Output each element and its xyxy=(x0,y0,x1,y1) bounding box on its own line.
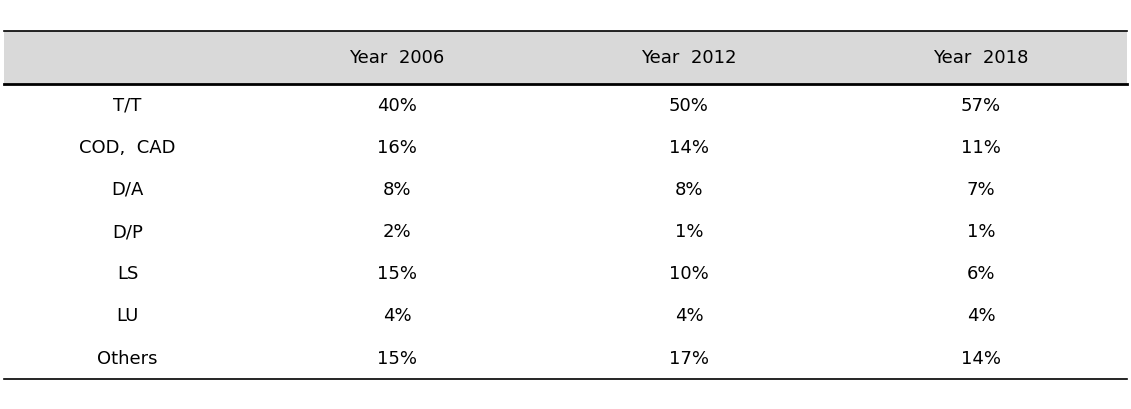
Text: 4%: 4% xyxy=(967,307,995,325)
Text: 57%: 57% xyxy=(961,97,1001,114)
Text: Year  2006: Year 2006 xyxy=(349,49,444,67)
Text: 4%: 4% xyxy=(675,307,703,325)
Text: 1%: 1% xyxy=(967,222,995,240)
Text: 15%: 15% xyxy=(377,349,417,367)
Bar xyxy=(5,32,1126,84)
Text: COD,  CAD: COD, CAD xyxy=(79,138,176,156)
Text: 10%: 10% xyxy=(670,265,709,283)
Text: 50%: 50% xyxy=(670,97,709,114)
Text: D/A: D/A xyxy=(112,180,144,198)
Text: Year  2018: Year 2018 xyxy=(933,49,1028,67)
Text: LU: LU xyxy=(116,307,139,325)
Text: 8%: 8% xyxy=(675,180,703,198)
Text: 6%: 6% xyxy=(967,265,995,283)
Text: 17%: 17% xyxy=(670,349,709,367)
Text: 2%: 2% xyxy=(382,222,412,240)
Text: 14%: 14% xyxy=(961,349,1001,367)
Text: 14%: 14% xyxy=(670,138,709,156)
Text: 7%: 7% xyxy=(967,180,995,198)
Text: T/T: T/T xyxy=(113,97,141,114)
Text: Year  2012: Year 2012 xyxy=(641,49,736,67)
Text: 8%: 8% xyxy=(383,180,412,198)
Text: D/P: D/P xyxy=(112,222,144,240)
Text: Others: Others xyxy=(97,349,158,367)
Text: 1%: 1% xyxy=(675,222,703,240)
Text: 40%: 40% xyxy=(377,97,417,114)
Text: 15%: 15% xyxy=(377,265,417,283)
Text: LS: LS xyxy=(116,265,138,283)
Text: 4%: 4% xyxy=(382,307,412,325)
Text: 11%: 11% xyxy=(961,138,1001,156)
Text: 16%: 16% xyxy=(377,138,417,156)
